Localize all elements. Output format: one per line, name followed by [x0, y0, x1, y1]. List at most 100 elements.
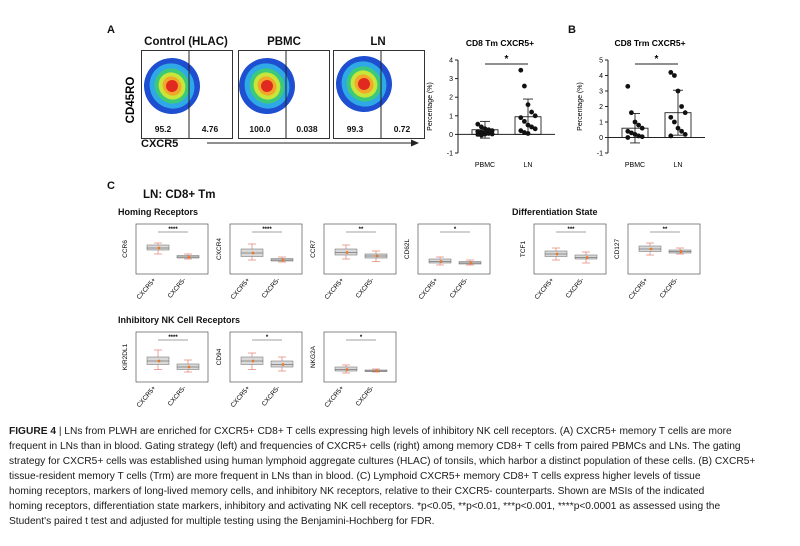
data-point — [482, 126, 488, 132]
x-tick-label: CXCR5+ — [534, 277, 556, 301]
flow-plot-2 — [238, 50, 330, 139]
flow-plot-title-2: PBMC — [267, 36, 301, 48]
y-tick-label: 1 — [599, 120, 603, 127]
x-tick-label: CXCR5- — [167, 277, 188, 300]
flow-2-right-value: 0.038 — [296, 124, 318, 134]
y-axis-label: Percentage (%) — [427, 82, 434, 131]
significance-label: ** — [663, 227, 668, 233]
y-axis-label: TCF1 — [520, 240, 527, 257]
x-tick-label: CXCR5- — [355, 385, 376, 408]
y-tick-label: 4 — [599, 73, 603, 80]
box-plot-ccr7: ** CXCR5+ CXCR5- CCR7 — [306, 220, 402, 315]
data-point — [636, 122, 641, 128]
data-point — [668, 114, 674, 120]
data-point — [679, 128, 684, 134]
y-tick-label: 5 — [599, 58, 603, 65]
box-plot-tcf1: *** CXCR5+ CXCR5- TCF1 — [516, 220, 612, 315]
box-plot-cd94: * CXCR5+ CXCR5- CD94 — [212, 328, 308, 423]
differentiation-state-title: Differentiation State — [512, 207, 598, 217]
data-point — [489, 131, 495, 137]
y-axis-label: CCR6 — [122, 240, 129, 258]
data-point — [675, 88, 681, 94]
data-point — [518, 115, 524, 121]
inhibitory-nk-title: Inhibitory NK Cell Receptors — [118, 315, 241, 325]
y-tick-label: -1 — [597, 151, 603, 158]
data-point — [525, 122, 531, 128]
significance-label: * — [266, 335, 269, 341]
data-point — [672, 119, 677, 125]
flow-plot-1 — [141, 50, 233, 139]
data-point — [522, 130, 527, 135]
data-point — [479, 132, 484, 138]
y-tick-label: 0 — [599, 135, 603, 142]
panel-a-letter: A — [107, 24, 115, 36]
data-point — [632, 119, 638, 125]
data-point — [679, 104, 684, 109]
flow-plot-title-3: LN — [370, 36, 386, 48]
data-point — [672, 73, 677, 78]
flow-plot-3 — [333, 50, 425, 139]
caption-label: FIGURE 4 — [9, 426, 56, 437]
caption-line-7: Student's paired t test and adjusted for… — [9, 516, 435, 527]
x-tick-label: CXCR5+ — [324, 385, 346, 409]
x-tick-label: CXCR5+ — [230, 277, 252, 301]
mean-marker — [345, 251, 349, 254]
flow-2-left-value: 100.0 — [249, 124, 271, 134]
data-point — [682, 110, 688, 116]
y-axis-label: NKG2A — [310, 345, 317, 368]
flow-xlabel: CXCR5 — [141, 138, 179, 150]
data-point — [475, 132, 481, 137]
y-tick-label: 2 — [449, 95, 453, 102]
flow-3-right-value: 0.72 — [393, 124, 411, 134]
box-plot-nkg2a: * CXCR5+ CXCR5- NKG2A — [306, 328, 402, 423]
mean-marker — [157, 359, 161, 363]
data-point — [486, 131, 491, 136]
y-tick-label: 2 — [599, 104, 603, 111]
caption-line-1-text: LNs from PLWH are enriched for CXCR5+ CD… — [64, 426, 732, 437]
flow-plot-title-1: Control (HLAC) — [144, 36, 228, 48]
mean-marker — [375, 254, 379, 258]
panel-c-letter: C — [107, 180, 115, 192]
data-point — [489, 128, 495, 134]
y-axis-label: CXCR4 — [216, 238, 223, 260]
mean-marker — [187, 255, 191, 259]
mean-marker — [469, 261, 473, 265]
significance-label: * — [655, 54, 659, 65]
mean-marker — [679, 250, 683, 253]
caption-line-2: frequent in LNs than in blood. Gating st… — [9, 441, 741, 452]
x-tick-label: CXCR5+ — [136, 385, 158, 409]
x-tick-label: CXCR5+ — [136, 277, 158, 301]
flow-3-left-value: 99.3 — [346, 124, 364, 134]
data-point — [636, 133, 641, 139]
data-point — [529, 124, 534, 130]
flow-1-right-value: 4.76 — [201, 124, 219, 134]
significance-label: **** — [262, 227, 272, 233]
significance-label: *** — [567, 227, 575, 233]
significance-label: * — [505, 54, 509, 65]
scatter-chart-b: CD8 Trm CXCR5+ -1 0 1 2 3 4 5 Percentage (%) PBMC… — [570, 36, 715, 171]
data-point — [522, 118, 527, 124]
data-point — [475, 121, 481, 127]
caption-line-3: strategy for CXCR5+ cells was establishe… — [9, 456, 756, 467]
mean-marker — [157, 246, 161, 250]
mean-marker — [585, 256, 589, 259]
x-tick-label: CXCR5- — [261, 385, 282, 408]
y-tick-label: 4 — [449, 58, 453, 65]
box-plot-cd127: ** CXCR5+ CXCR5- CD127 — [610, 220, 706, 315]
data-point — [639, 125, 645, 131]
figure-caption: FIGURE 4 | LNs from PLWH are enriched fo… — [9, 424, 793, 529]
chart-title: CD8 Trm CXCR5+ — [614, 38, 685, 48]
box-plot-cxcr4: **** CXCR5+ CXCR5- CXCR4 — [212, 220, 308, 315]
significance-label: ** — [359, 227, 364, 233]
data-point — [629, 130, 634, 136]
x-tick-label: PBMC — [475, 162, 495, 169]
data-point — [668, 133, 674, 139]
y-axis-label: CCR7 — [310, 240, 317, 258]
y-axis-label: Percentage (%) — [577, 82, 584, 131]
data-point — [518, 67, 524, 73]
y-axis-label: CD127 — [614, 238, 621, 259]
mean-marker — [649, 247, 653, 251]
x-tick-label: LN — [674, 162, 683, 169]
homing-receptors-title: Homing Receptors — [118, 207, 199, 217]
data-point — [629, 110, 634, 116]
